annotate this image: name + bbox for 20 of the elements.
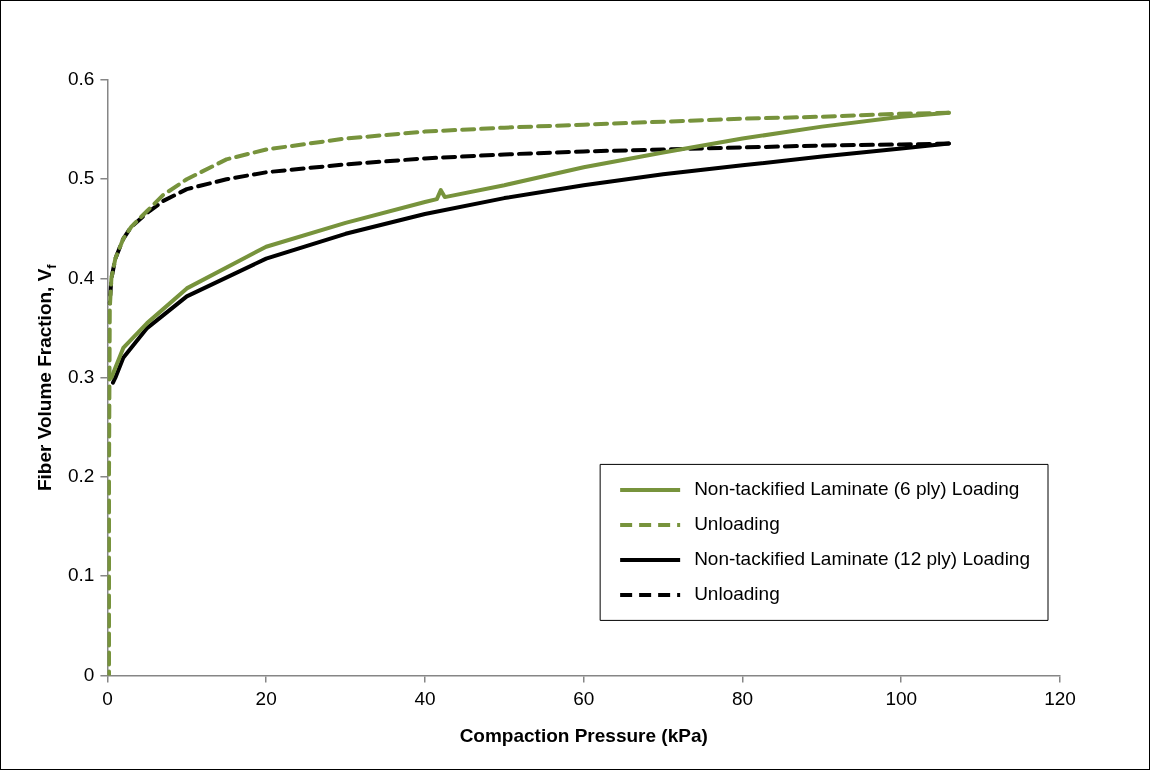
x-axis-title: Compaction Pressure (kPa): [459, 724, 708, 746]
y-tick-label: 0.4: [67, 266, 95, 288]
x-tick-label: 40: [414, 688, 436, 710]
x-tick-label: 120: [1044, 688, 1076, 710]
x-tick-label: 60: [573, 688, 595, 710]
x-tick-label: 80: [731, 688, 754, 710]
x-tick-label: 100: [885, 688, 918, 710]
x-tick-label: 0: [102, 688, 113, 710]
legend-label: Non-tackified Laminate (12 ply) Loading: [694, 548, 1030, 570]
y-axis-title: Fiber Volume Fraction, Vf: [34, 263, 59, 492]
legend-label: Unloading: [694, 583, 780, 605]
y-tick-label: 0.3: [67, 365, 95, 387]
legend-label: Non-tackified Laminate (6 ply) Loading: [694, 478, 1020, 500]
legend-label: Unloading: [694, 513, 780, 535]
y-tick-label: 0.5: [67, 167, 95, 189]
y-tick-label: 0.1: [67, 564, 95, 586]
y-tick-label: 0.2: [67, 465, 95, 487]
x-tick-label: 20: [255, 688, 277, 710]
y-tick-label: 0.6: [67, 68, 95, 90]
y-tick-label: 0: [83, 663, 95, 685]
